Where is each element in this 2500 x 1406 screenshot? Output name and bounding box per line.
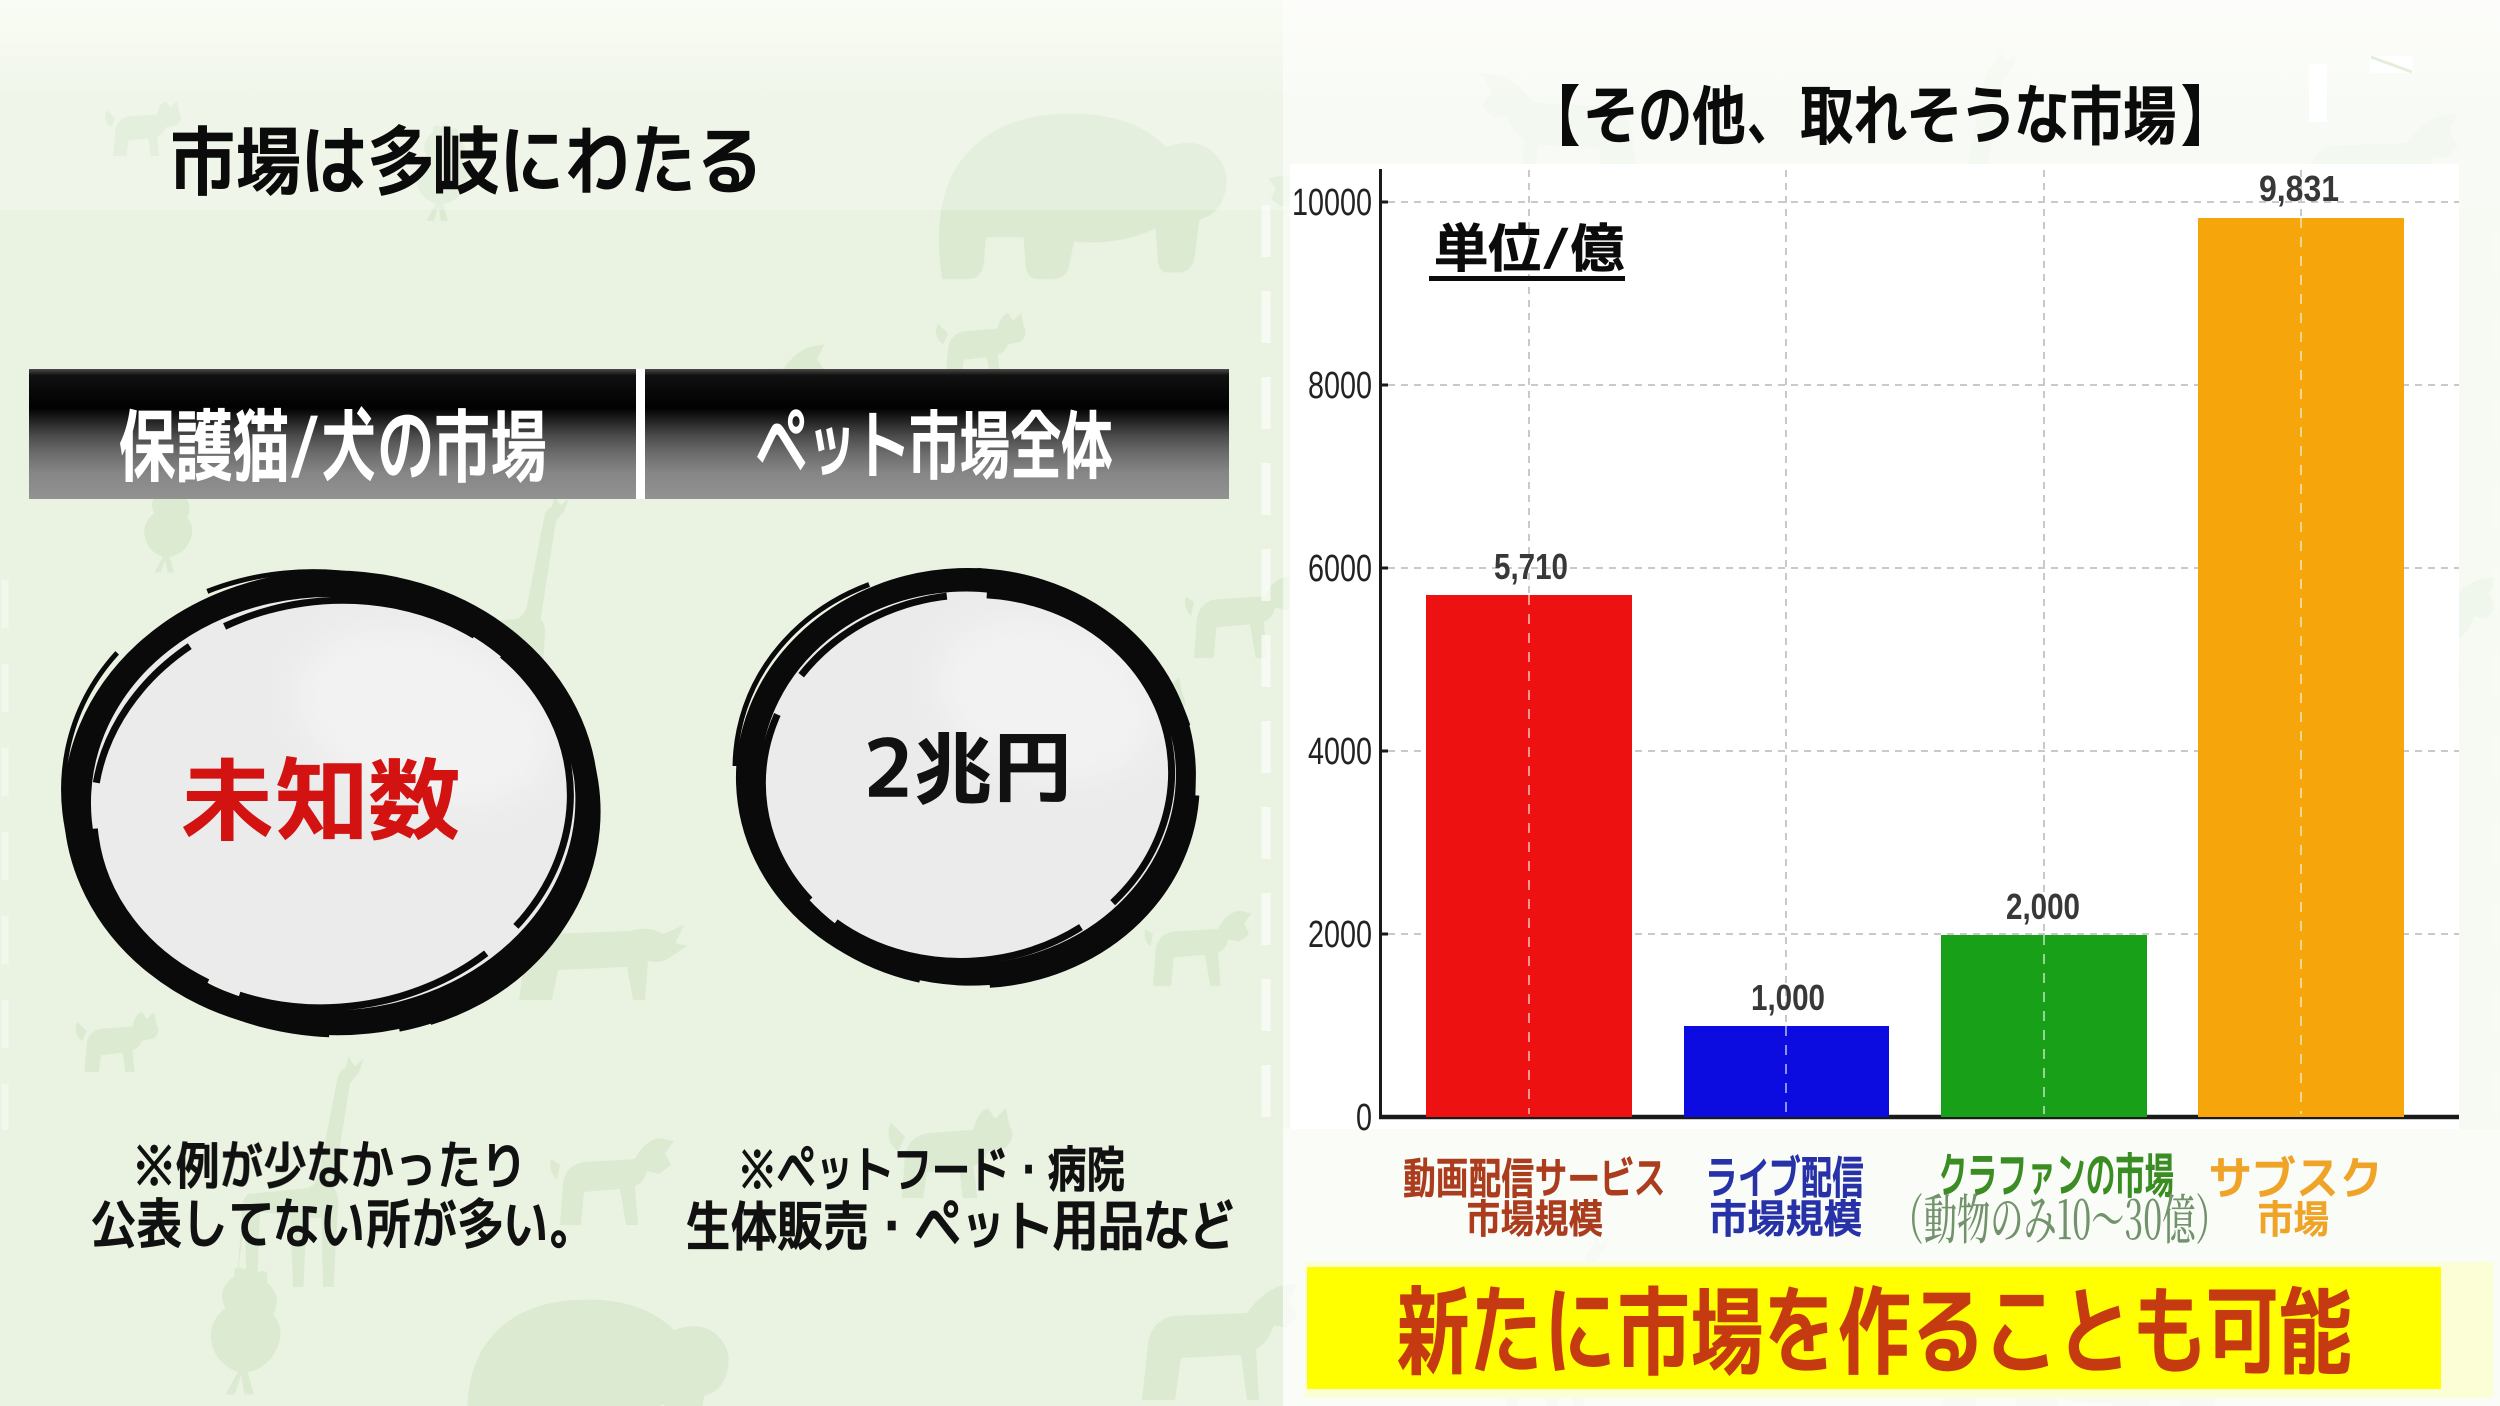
svg-text:0: 0: [1356, 1097, 1372, 1139]
svg-text:6000: 6000: [1308, 548, 1372, 590]
svg-text:2,000: 2,000: [2006, 886, 2080, 927]
svg-text:1,000: 1,000: [1751, 977, 1825, 1018]
svg-text:8000: 8000: [1308, 365, 1372, 407]
svg-text:4000: 4000: [1308, 731, 1372, 773]
svg-text:2000: 2000: [1308, 914, 1372, 956]
svg-text:5,710: 5,710: [1494, 546, 1568, 587]
svg-text:9,831: 9,831: [2259, 168, 2339, 209]
svg-text:10000: 10000: [1292, 182, 1372, 224]
